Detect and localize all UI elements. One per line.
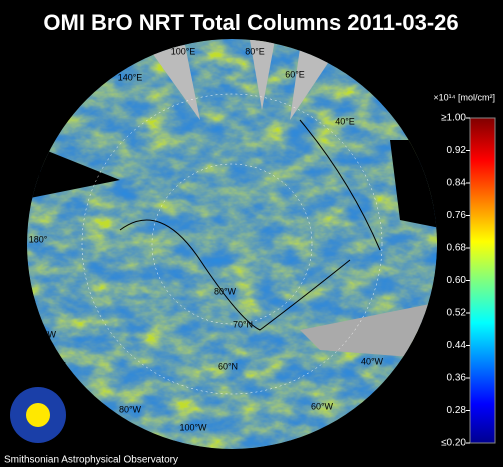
map-label: 100°E: [171, 46, 196, 56]
map-label: 80°E: [245, 46, 265, 56]
map-label: 70°N: [233, 319, 253, 329]
map-label: 80°W: [214, 286, 237, 296]
colorbar-tick-label: 0.92: [447, 145, 467, 156]
map-label: 60°E: [38, 170, 58, 180]
colorbar-tick-label: 0.60: [447, 275, 467, 286]
map-label: 40°W: [361, 356, 384, 366]
map-label: 60°E: [285, 69, 305, 79]
colorbar-tick-label: 0.76: [447, 210, 467, 221]
map-label: 180°: [29, 234, 48, 244]
map: [27, 39, 437, 449]
map-label: 60°N: [218, 361, 238, 371]
colorbar-tick-label: ≥1.00: [441, 113, 466, 124]
map-label: 60°W: [311, 401, 334, 411]
map-label: 60°W: [34, 329, 57, 339]
colorbar-tick-label: 0.36: [447, 373, 467, 384]
footer: Smithsonian Astrophysical Observatory: [4, 455, 178, 466]
logo-sun: [26, 403, 50, 427]
title: OMI BrO NRT Total Columns 2011-03-26: [43, 10, 458, 35]
colorbar-unit: ×10¹⁴ [mol/cm²]: [433, 92, 495, 102]
colorbar-tick-label: 0.52: [447, 308, 467, 319]
map-label: 100°W: [179, 422, 207, 432]
map-label: 40°E: [335, 116, 355, 126]
map-label: 80°W: [119, 404, 142, 414]
map-label: 160°W: [38, 360, 66, 370]
colorbar-tick-label: 0.68: [447, 243, 467, 254]
colorbar-tick-label: 0.28: [447, 405, 467, 416]
colorbar-tick-label: ≤0.20: [441, 438, 466, 449]
colorbar-tick-label: 0.44: [447, 340, 467, 351]
colorbar-tick-label: 0.84: [447, 178, 467, 189]
colorbar: [469, 117, 496, 444]
map-label: 140°E: [118, 72, 143, 82]
